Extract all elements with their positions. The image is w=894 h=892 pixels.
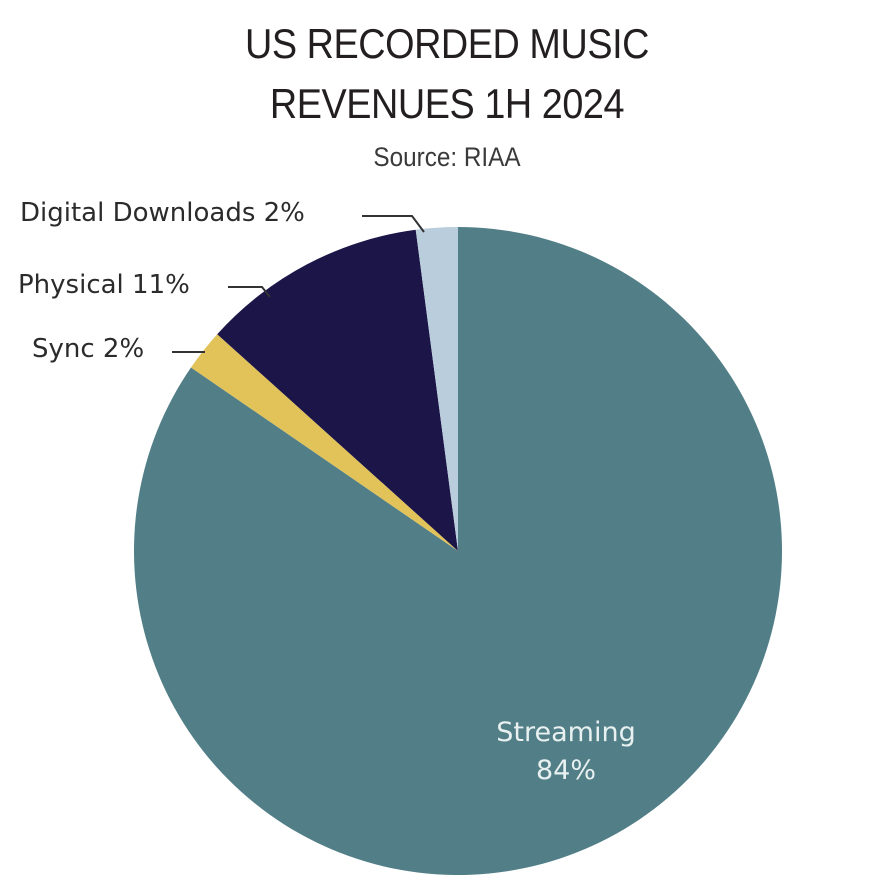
label-physical: Physical 11% (18, 270, 190, 300)
chart-subtitle-source: Source: RIAA (373, 142, 521, 172)
pie-slice-streaming (133, 227, 782, 876)
label-sync: Sync 2% (32, 334, 145, 364)
leader-line-digital (362, 215, 425, 233)
leader-line-physical (228, 286, 271, 298)
pie-slice-digital-downloads (415, 227, 458, 551)
label-streaming: Streaming 84% (456, 714, 676, 790)
chart-title-line-1: US RECORDED MUSIC (245, 20, 649, 67)
label-streaming-percent: 84% (535, 755, 596, 786)
label-digital-downloads: Digital Downloads 2% (20, 198, 305, 228)
pie-slice-physical (217, 229, 458, 551)
label-streaming-name: Streaming (496, 717, 636, 748)
chart-title-line-2: REVENUES 1H 2024 (269, 80, 625, 127)
pie-slices (133, 227, 782, 876)
pie-slice-sync (190, 334, 459, 551)
